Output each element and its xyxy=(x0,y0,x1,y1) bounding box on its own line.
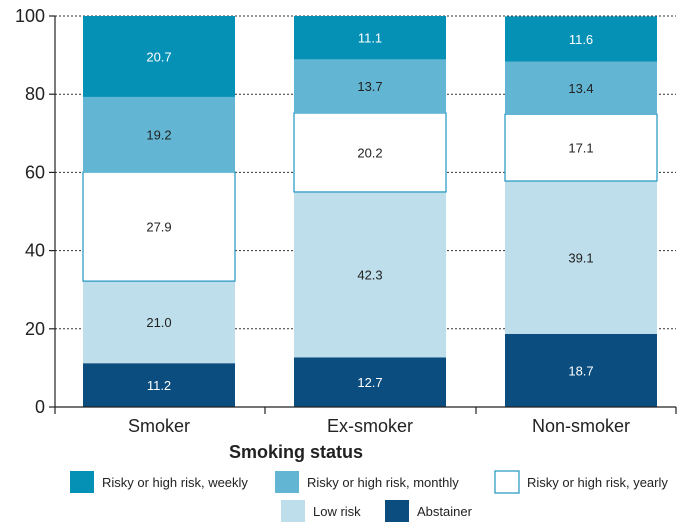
legend-swatch xyxy=(281,500,305,522)
data-label: 11.6 xyxy=(569,32,593,47)
data-label: 19.2 xyxy=(146,127,171,142)
legend: Risky or high risk, weekly Risky or high … xyxy=(70,470,668,522)
bar-group: 18.7 39.1 17.1 13.4 11.6 xyxy=(504,16,658,407)
legend-swatch xyxy=(70,471,94,493)
y-tick-labels: 0 20 40 60 80 100 xyxy=(15,6,45,417)
legend-label: Abstainer xyxy=(417,504,473,519)
y-tick-label: 100 xyxy=(15,6,45,26)
data-label: 20.2 xyxy=(357,145,382,160)
bar-segment xyxy=(504,113,658,182)
y-tick-label: 80 xyxy=(25,84,45,104)
axes xyxy=(49,15,677,414)
bar-segment xyxy=(83,281,235,364)
data-label: 39.1 xyxy=(568,250,593,265)
data-label: 42.3 xyxy=(357,268,382,283)
data-label: 12.7 xyxy=(357,375,382,390)
data-label: 11.1 xyxy=(358,31,382,46)
legend-label: Risky or high risk, monthly xyxy=(307,475,459,490)
bar-segment xyxy=(293,112,447,193)
bar-segment xyxy=(294,16,446,60)
bar-segment xyxy=(505,181,657,334)
data-label: 11.2 xyxy=(147,378,171,393)
y-tick-label: 0 xyxy=(35,397,45,417)
data-label: 21.0 xyxy=(146,315,171,330)
data-label: 13.4 xyxy=(568,81,593,96)
data-label: 17.1 xyxy=(568,141,593,156)
y-tick-label: 20 xyxy=(25,319,45,339)
bar-segment xyxy=(82,171,236,282)
legend-item: Risky or high risk, weekly xyxy=(70,471,248,493)
bar-segment xyxy=(505,16,657,62)
x-axis-title: Smoking status xyxy=(229,442,363,462)
legend-item: Risky or high risk, yearly xyxy=(494,470,668,494)
bar-groups: 11.2 21.0 27.9 19.2 20.7 12.7 42.3 20.2 13.7 11.1… xyxy=(82,16,658,407)
data-label: 18.7 xyxy=(568,363,593,378)
legend-label: Risky or high risk, weekly xyxy=(102,475,248,490)
x-category-label: Ex-smoker xyxy=(327,416,413,436)
bar-group: 11.2 21.0 27.9 19.2 20.7 xyxy=(82,16,236,407)
bar-segment xyxy=(294,191,446,358)
y-tick-label: 40 xyxy=(25,241,45,261)
bar-segment xyxy=(505,61,657,115)
legend-item: Risky or high risk, monthly xyxy=(275,471,459,493)
data-label: 27.9 xyxy=(146,220,171,235)
bar-segment xyxy=(83,363,235,407)
legend-item: Low risk xyxy=(281,500,361,522)
y-tick-label: 60 xyxy=(25,162,45,182)
bar-segment xyxy=(83,16,235,97)
legend-label: Low risk xyxy=(313,504,361,519)
bar-segment xyxy=(294,59,446,113)
x-category-label: Smoker xyxy=(128,416,190,436)
legend-swatch xyxy=(275,471,299,493)
bar-group: 12.7 42.3 20.2 13.7 11.1 xyxy=(293,16,447,407)
legend-swatch xyxy=(494,470,520,494)
bar-segment xyxy=(505,333,657,407)
data-label: 20.7 xyxy=(146,49,171,64)
bar-segment xyxy=(83,96,235,173)
x-category-label: Non-smoker xyxy=(532,416,630,436)
bar-segment xyxy=(294,357,446,407)
x-category-labels: Smoker Ex-smoker Non-smoker xyxy=(128,416,630,436)
data-label: 13.7 xyxy=(357,79,382,94)
legend-swatch xyxy=(385,500,409,522)
legend-item: Abstainer xyxy=(385,500,473,522)
legend-label: Risky or high risk, yearly xyxy=(527,475,668,490)
